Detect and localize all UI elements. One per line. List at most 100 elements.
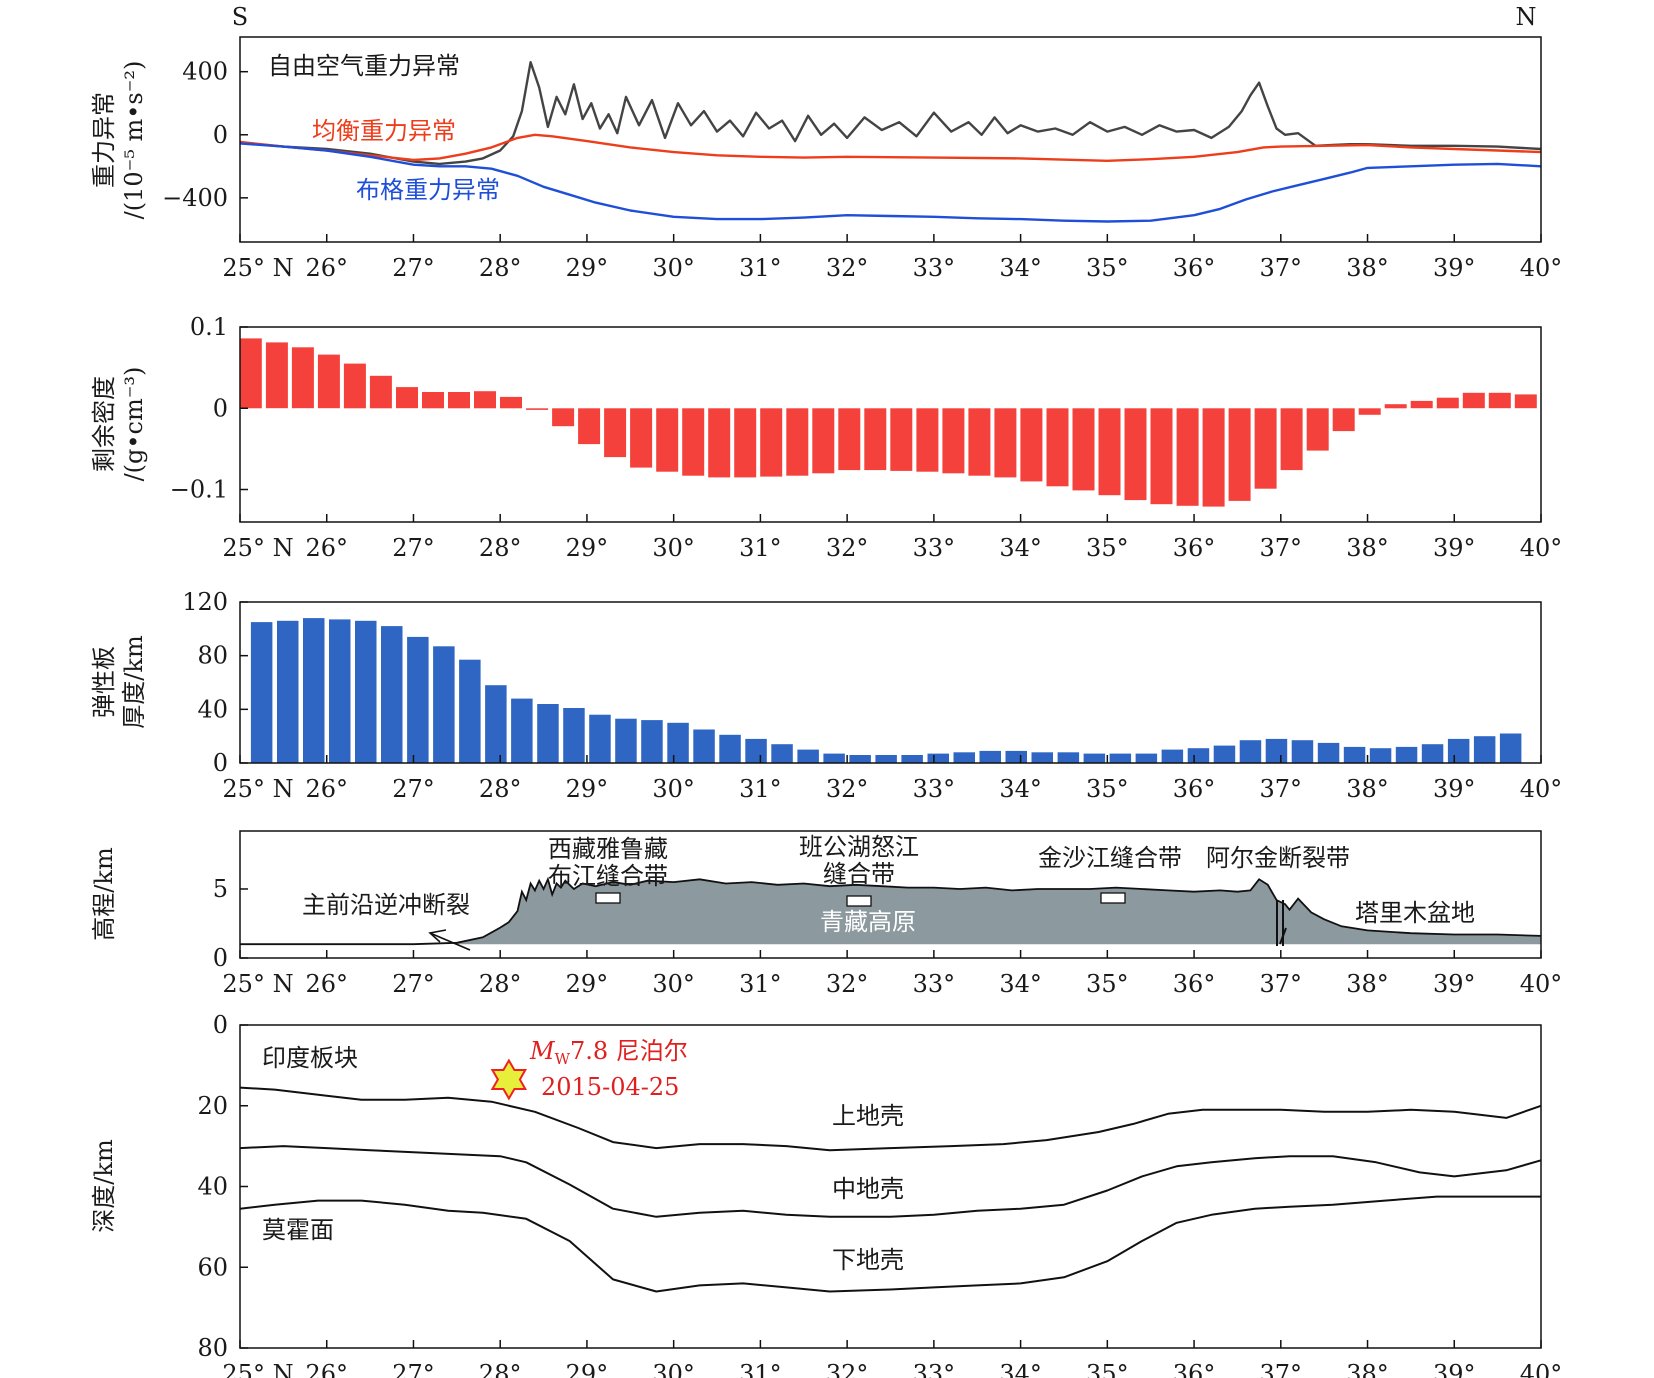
bar [563, 708, 585, 763]
bar [511, 698, 533, 763]
bar [994, 408, 1017, 478]
x-tick-label: 29° [566, 775, 609, 803]
bar [1514, 394, 1537, 409]
x-tick-label: 38° [1346, 1360, 1389, 1378]
x-tick-label: 32° [826, 1360, 869, 1378]
x-tick-label: 33° [913, 775, 956, 803]
bar [916, 408, 939, 472]
x-tick-label: 39° [1433, 970, 1476, 998]
bar [760, 408, 783, 477]
bar [953, 752, 975, 763]
x-tick-label: 36° [1173, 254, 1216, 282]
bar [771, 744, 793, 763]
bar [369, 375, 392, 409]
x-tick-label: 40° [1520, 970, 1563, 998]
bar [448, 392, 470, 409]
density-bars [239, 338, 1537, 507]
x-tick-label: 27° [392, 1360, 435, 1378]
yarlung-suture-marker [595, 892, 621, 904]
bar [1462, 392, 1485, 409]
series-line-isostatic [239, 133, 1542, 163]
x-tick-label: 27° [392, 775, 435, 803]
bar [630, 408, 653, 468]
bar [1421, 744, 1444, 763]
bar [355, 620, 377, 763]
jinsha-suture-label: 金沙江缝合带 [1038, 844, 1182, 872]
x-tick-label: 26° [305, 775, 348, 803]
bar [1072, 408, 1095, 491]
elevation-panel-frame [239, 830, 1542, 959]
bar [537, 704, 559, 763]
bar [1046, 408, 1069, 487]
bar [719, 734, 741, 763]
bar [797, 749, 819, 763]
bar [875, 755, 897, 763]
x-tick-label: 33° [913, 970, 956, 998]
bar [589, 714, 611, 763]
bar [1005, 750, 1027, 763]
elevation-x-ticks: 25° N 26° 27° 28° 29° 30° 31° 32° 33° 34° 35° 36° 37… [222, 950, 1562, 998]
x-tick-label: 27° [392, 970, 435, 998]
middle-crust-base-line [239, 1145, 1542, 1218]
bar [1213, 745, 1236, 763]
bar [615, 718, 637, 763]
thrust-fault-symbol [428, 929, 471, 951]
bar [849, 755, 871, 763]
x-tick-label: 40° [1520, 775, 1563, 803]
density-panel-frame [239, 326, 1542, 523]
x-tick-label: 25° N [222, 534, 293, 562]
bar [1410, 400, 1433, 409]
bar [1020, 408, 1043, 482]
bar [1083, 753, 1106, 763]
x-tick-label: 34° [999, 775, 1042, 803]
elastic-ylabel-2: 厚度/km [120, 635, 148, 729]
density-ylabel-1: 剩余密度 [90, 376, 118, 472]
x-tick-label: 28° [479, 1360, 522, 1378]
x-tick-label: 39° [1433, 1360, 1476, 1378]
crust-interfaces [239, 1086, 1542, 1293]
x-tick-label: 36° [1173, 970, 1216, 998]
x-tick-label: 33° [913, 1360, 956, 1378]
tarim-basin-label: 塔里木盆地 [1355, 899, 1475, 927]
lower-crust-label: 下地壳 [832, 1246, 904, 1274]
crust-depth-panel: 0 20 40 60 80 25° N 26° 27° 28° 29° 30° 31° 32° 33° 3… [90, 1011, 1562, 1378]
south-label: S [232, 3, 248, 31]
y-tick-label: 0 [213, 394, 228, 422]
bar [239, 338, 262, 409]
bar [396, 387, 418, 409]
x-tick-label: 26° [305, 254, 348, 282]
bar [1447, 738, 1470, 763]
elastic-bars [250, 618, 1522, 764]
bar [1135, 753, 1158, 763]
bangong-suture-marker [846, 895, 872, 907]
plateau-label: 青藏高原 [820, 908, 916, 936]
gravity-anomaly-panel: 400 0 −400 25° N 26° 27° 28° 29° 30° 31° 32° 33° 34… [90, 36, 1563, 282]
elastic-ylabel-1: 弹性板 [90, 646, 118, 718]
x-tick-label: 40° [1520, 254, 1563, 282]
bar [303, 618, 325, 763]
x-tick-label: 31° [739, 534, 782, 562]
x-tick-label: 36° [1173, 1360, 1216, 1378]
y-tick-label: −400 [162, 184, 228, 212]
x-tick-label: 36° [1173, 775, 1216, 803]
bar [693, 729, 715, 763]
x-tick-label: 28° [479, 970, 522, 998]
bar [1098, 408, 1121, 496]
x-tick-label: 34° [999, 254, 1042, 282]
x-tick-label: 25° N [222, 970, 293, 998]
bar [433, 646, 455, 763]
bar [1057, 752, 1080, 763]
bar [823, 753, 845, 763]
bar [734, 408, 757, 478]
yarlung-suture-label-1: 西藏雅鲁藏 [548, 835, 668, 863]
depth-ylabel: 深度/km [90, 1139, 118, 1233]
x-tick-label: 39° [1433, 775, 1476, 803]
bar [277, 620, 299, 763]
x-tick-label: 27° [392, 534, 435, 562]
bangong-suture-label-2: 缝合带 [823, 860, 895, 888]
altyn-fault-label: 阿尔金断裂带 [1206, 844, 1350, 872]
bar [979, 750, 1001, 763]
x-tick-label: 30° [652, 1360, 695, 1378]
bar [942, 408, 965, 474]
x-tick-label: 30° [652, 970, 695, 998]
